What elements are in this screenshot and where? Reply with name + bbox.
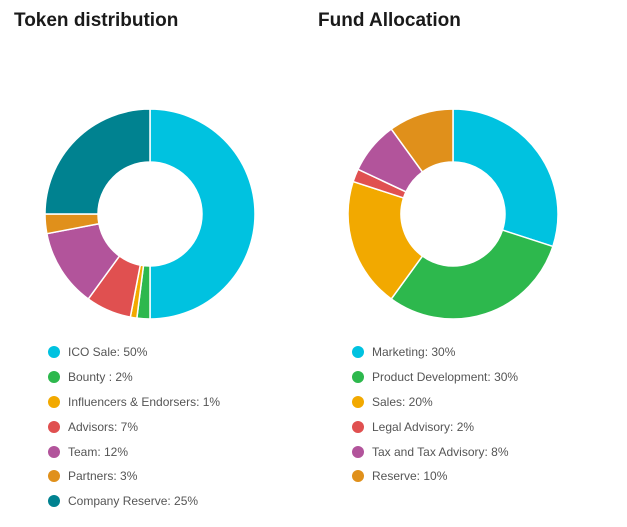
legend-label: Bounty : 2% — [68, 370, 133, 385]
legend-label: Sales: 20% — [372, 394, 433, 409]
token-distribution-panel: Token distribution ICO Sale: 50% Bounty :… — [0, 0, 300, 527]
legend-item: ICO Sale: 50% — [48, 340, 220, 365]
legend-swatch — [352, 470, 364, 483]
legend-item: Sales: 20% — [352, 390, 518, 415]
legend-item: Reserve: 10% — [352, 464, 518, 489]
legend-swatch — [48, 495, 60, 508]
legend-item: Product Development: 30% — [352, 365, 518, 390]
legend-swatch — [48, 371, 60, 384]
legend-label: Legal Advisory: 2% — [372, 419, 475, 434]
fund-allocation-panel: Fund Allocation Marketing: 30% Product De… — [304, 0, 604, 527]
donut-slice — [390, 229, 554, 320]
token-distribution-legend: ICO Sale: 50% Bounty : 2% Influencers & En… — [48, 340, 220, 514]
donut-slice — [149, 108, 256, 320]
legend-label: Marketing: 30% — [372, 345, 456, 360]
fund-allocation-legend: Marketing: 30% Product Development: 30% Sa… — [352, 340, 518, 489]
legend-swatch — [48, 445, 60, 458]
legend-item: Legal Advisory: 2% — [352, 414, 518, 439]
legend-label: Partners: 3% — [68, 469, 138, 484]
legend-swatch — [352, 371, 364, 384]
legend-swatch — [352, 346, 364, 359]
chart-title: Fund Allocation — [318, 10, 461, 31]
legend-label: Product Development: 30% — [372, 370, 519, 385]
legend-item: Influencers & Endorsers: 1% — [48, 390, 220, 415]
legend-label: Team: 12% — [68, 444, 129, 459]
legend-item: Partners: 3% — [48, 464, 220, 489]
legend-item: Advisors: 7% — [48, 414, 220, 439]
legend-swatch — [352, 420, 364, 433]
token-distribution-donut — [44, 108, 256, 320]
fund-allocation-donut — [347, 108, 559, 320]
legend-swatch — [48, 395, 60, 408]
legend-swatch — [352, 395, 364, 408]
legend-label: Company Reserve: 25% — [68, 494, 199, 509]
legend-label: ICO Sale: 50% — [68, 345, 148, 360]
donut-slice — [44, 108, 151, 215]
legend-item: Team: 12% — [48, 439, 220, 464]
donut-slice — [347, 180, 424, 300]
legend-item: Company Reserve: 25% — [48, 489, 220, 514]
donut-slice — [452, 108, 559, 248]
legend-label: Influencers & Endorsers: 1% — [68, 394, 221, 409]
legend-swatch — [352, 445, 364, 458]
legend-swatch — [48, 346, 60, 359]
legend-label: Reserve: 10% — [372, 469, 448, 484]
donut-slice — [390, 108, 454, 173]
legend-item: Marketing: 30% — [352, 340, 518, 365]
legend-item: Tax and Tax Advisory: 8% — [352, 439, 518, 464]
chart-title: Token distribution — [14, 10, 179, 31]
legend-label: Tax and Tax Advisory: 8% — [372, 444, 509, 459]
legend-item: Bounty : 2% — [48, 365, 220, 390]
legend-swatch — [48, 420, 60, 433]
legend-label: Advisors: 7% — [68, 419, 139, 434]
legend-swatch — [48, 470, 60, 483]
